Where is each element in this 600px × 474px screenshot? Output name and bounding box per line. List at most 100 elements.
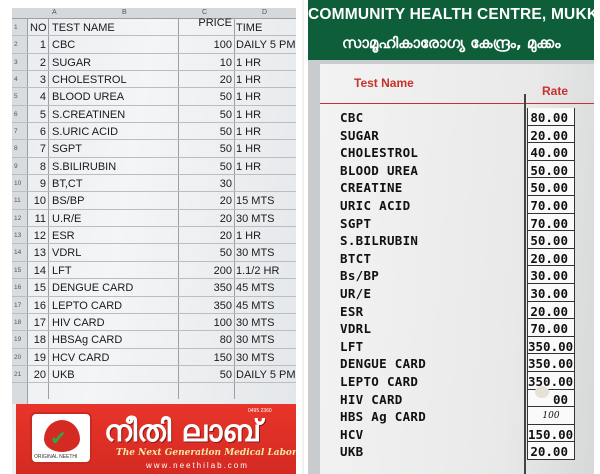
cell-price: 30 [219, 178, 232, 191]
cell-no: 17 [33, 316, 46, 329]
rate-row-value: 70.00 [527, 213, 575, 232]
cell-no: 14 [33, 264, 46, 277]
cell-test-name: HBSAg CARD [52, 334, 123, 347]
row-number: 17 [14, 301, 22, 309]
row-number: 9 [14, 162, 18, 170]
table-row: 17 16 LEPTO CARD 350 45 MTS [12, 297, 296, 314]
rate-row: VDRL 70.00 [320, 319, 594, 337]
printed-price-sheet-photo: A B C D 1 NO TEST NAME PRICE TIME 2 1 CBC 100 DAI… [12, 8, 296, 474]
cell-no: 11 [34, 212, 46, 225]
cell-time: DAILY 5 PM [236, 368, 296, 381]
cell-time: 1 HR [236, 108, 262, 121]
cell-price: 50 [219, 160, 232, 173]
cell-price: 200 [213, 264, 232, 277]
rate-row-value: 50.00 [527, 178, 575, 196]
cell-test-name: BLOOD UREA [52, 91, 125, 104]
cell-no: 4 [39, 91, 46, 104]
table-row: 20 19 HCV CARD 150 30 MTS [12, 349, 296, 366]
cell-no: 9 [39, 178, 46, 191]
table-row: 19 18 HBSAg CARD 80 30 MTS [12, 331, 296, 349]
cell-time: 30 MTS [236, 334, 275, 347]
table-row: 11 10 BS/BP 20 15 MTS [12, 192, 296, 210]
table-row: 9 8 S.BILIRUBIN 50 1 HR [12, 158, 296, 176]
rate-row-test-name: LFT [340, 338, 364, 354]
rate-row-value: 150.00 [527, 424, 575, 443]
cell-price: 10 [219, 56, 232, 69]
row-number: 12 [14, 214, 22, 222]
cell-time: 30 MTS [236, 351, 275, 364]
cell-test-name: S.BILIRUBIN [52, 160, 117, 173]
rate-row: Bs/BP 30.00 [320, 266, 594, 284]
table-row: 8 7 SGPT 50 1 HR [12, 140, 296, 158]
table-row: 18 17 HIV CARD 100 30 MTS [12, 314, 296, 332]
column-letter: C [202, 9, 208, 16]
row-number: 2 [14, 41, 18, 49]
rate-card: Test Name Rate CBC 80.00 SUGAR 20.00 CHOLEST… [320, 64, 594, 474]
board-title: COMMUNITY HEALTH CENTRE, MUKKA [308, 6, 594, 23]
spreadsheet-column-header: A B C D [12, 8, 296, 19]
rate-row-test-name: SGPT [340, 215, 372, 231]
row-number: 7 [14, 128, 18, 136]
cell-test-name: SGPT [52, 143, 82, 156]
health-centre-rate-board-photo: COMMUNITY HEALTH CENTRE, MUKKA സാമൂഹികാര… [308, 0, 594, 474]
column-letter: B [122, 9, 127, 16]
header-no: NO [30, 22, 47, 34]
row-number: 14 [14, 249, 22, 257]
row-number: 11 [14, 197, 21, 205]
rate-row: BLOOD UREA 50.00 [320, 160, 594, 179]
header-price: PRICE [198, 17, 232, 29]
cell-test-name: BT,CT [52, 178, 83, 191]
cell-no: 12 [33, 230, 46, 243]
table-row: 3 2 SUGAR 10 1 HR [12, 54, 296, 72]
correction-smudge [535, 386, 549, 398]
board-subtitle: സാമൂഹികാരോഗ്യ കേന്ദ്രം, മുക്കം [342, 34, 561, 52]
rate-row: S.BILRUBIN 50.00 [320, 231, 594, 249]
cell-price: 150 [213, 351, 232, 364]
cell-time: 15 MTS [236, 195, 275, 208]
cell-test-name: S.CREATINEN [52, 108, 126, 121]
cell-time: 30 MTS [236, 212, 275, 225]
row-number: 19 [14, 336, 22, 344]
rate-row-test-name: Bs/BP [340, 268, 380, 284]
rate-row: CBC 80.00 [320, 108, 594, 126]
cell-price: 100 [213, 316, 232, 329]
cell-test-name: HCV CARD [52, 351, 110, 364]
rate-row-test-name: URIC ACID [340, 198, 411, 213]
cell-no: 10 [33, 195, 46, 208]
rate-row-value: 40.00 [527, 143, 575, 161]
cell-no: 6 [39, 126, 46, 139]
ad-phone: 0495 2360 [248, 408, 272, 414]
rate-row-test-name: HIV CARD [340, 391, 403, 407]
rate-row-value: 20.00 [527, 442, 575, 460]
rate-column-divider [524, 94, 526, 474]
cell-price: 50 [219, 108, 232, 121]
rate-row-test-name: HBS Ag CARD [340, 409, 427, 425]
cell-price: 50 [219, 247, 232, 260]
cell-no: 20 [33, 368, 46, 381]
cell-time: 1 HR [236, 56, 262, 69]
rate-row-test-name: CBC [340, 110, 364, 125]
cell-price: 100 [213, 39, 232, 52]
row-number: 15 [14, 266, 22, 274]
row-number: 8 [14, 145, 18, 153]
cell-time: DAILY 5 PM [236, 39, 296, 52]
rate-row: HIV CARD 00 [320, 389, 594, 408]
rate-row-value: 80.00 [527, 108, 575, 126]
cell-test-name: LEPTO CARD [52, 299, 123, 312]
cell-price: 20 [219, 212, 232, 225]
rate-row: SGPT 70.00 [320, 213, 594, 232]
table-row: 5 4 BLOOD UREA 50 1 HR [12, 88, 296, 106]
ad-website: www.neethilab.com [146, 461, 249, 470]
rate-row-test-name: LEPTO CARD [340, 374, 419, 389]
rate-row-test-name: CHOLESTROL [340, 145, 419, 161]
cell-no: 18 [33, 334, 46, 347]
table-row: 14 13 VDRL 50 30 MTS [12, 244, 296, 262]
rate-row: LFT 350.00 [320, 336, 594, 355]
cell-test-name: VDRL [52, 247, 82, 260]
price-list-table: 1 NO TEST NAME PRICE TIME 2 1 CBC 100 DAILY 5 PM 3… [12, 17, 296, 384]
table-row: 6 5 S.CREATINEN 50 1 HR [12, 106, 296, 124]
rate-row-value: 100 [527, 407, 575, 425]
rate-row-test-name: S.BILRUBIN [340, 233, 419, 249]
rate-row: HCV 150.00 [320, 424, 594, 443]
cell-time: 1 HR [236, 126, 262, 139]
